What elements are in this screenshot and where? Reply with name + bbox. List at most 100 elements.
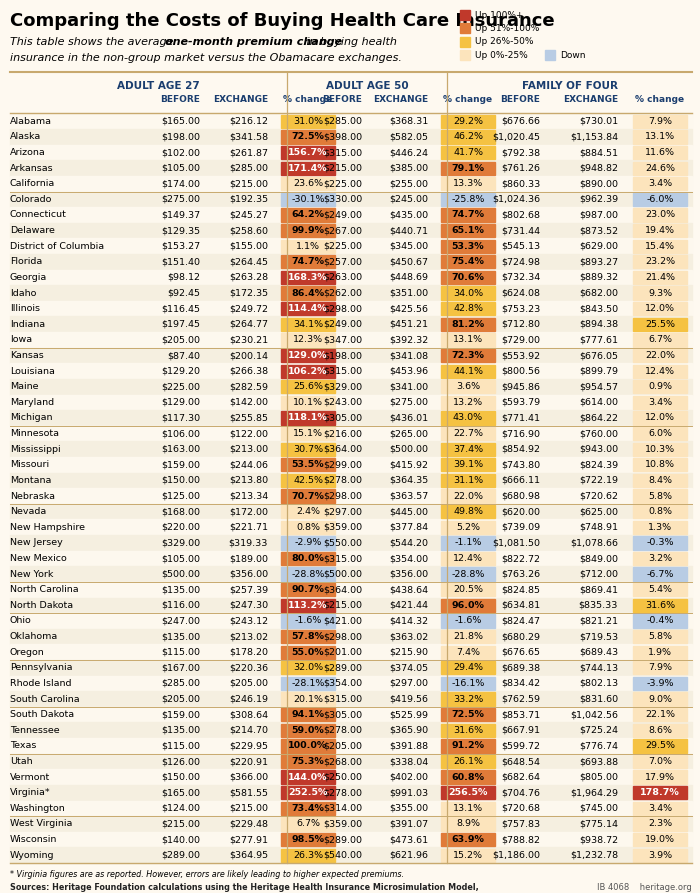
Text: -6.7%: -6.7%	[646, 570, 673, 579]
Text: $178.20: $178.20	[229, 647, 268, 656]
Text: Vermont: Vermont	[10, 772, 50, 781]
Text: $298.00: $298.00	[323, 491, 362, 501]
Text: 75.3%: 75.3%	[292, 757, 324, 766]
Text: 20.5%: 20.5%	[453, 585, 483, 594]
Bar	[633, 505, 687, 518]
Bar	[10, 722, 692, 739]
Text: $398.00: $398.00	[323, 132, 362, 141]
Bar	[10, 707, 692, 722]
Text: $500.00: $500.00	[323, 570, 362, 579]
Bar	[441, 723, 495, 737]
Text: $216.12: $216.12	[229, 117, 268, 126]
Text: $414.32: $414.32	[389, 616, 428, 625]
Text: 178.7%: 178.7%	[640, 789, 680, 797]
Text: $364.00: $364.00	[323, 585, 362, 594]
Text: 39.1%: 39.1%	[453, 460, 483, 470]
Bar	[633, 239, 687, 253]
Text: $853.71: $853.71	[501, 710, 540, 719]
Text: $991.03: $991.03	[389, 789, 428, 797]
Text: $364.00: $364.00	[323, 445, 362, 454]
Bar	[633, 380, 687, 394]
Text: $666.11: $666.11	[501, 476, 540, 485]
Text: $716.90: $716.90	[501, 430, 540, 438]
Bar	[10, 410, 692, 426]
Text: $419.56: $419.56	[389, 695, 428, 704]
Bar	[441, 162, 495, 175]
Text: in buying health: in buying health	[303, 37, 397, 47]
Text: 15.2%: 15.2%	[453, 851, 483, 860]
Text: $821.21: $821.21	[579, 616, 618, 625]
Bar	[281, 318, 335, 331]
Text: $247.00: $247.00	[161, 616, 200, 625]
Text: $351.00: $351.00	[389, 288, 428, 297]
Bar	[10, 316, 692, 332]
Bar	[633, 333, 687, 346]
Text: $473.61: $473.61	[389, 835, 428, 844]
Text: 21.4%: 21.4%	[645, 273, 675, 282]
Text: $213.02: $213.02	[229, 632, 268, 641]
Bar	[281, 661, 335, 674]
Bar	[441, 302, 495, 315]
Text: Comparing the Costs of Buying Health Care Insurance: Comparing the Costs of Buying Health Car…	[10, 12, 554, 30]
Text: 44.1%: 44.1%	[453, 367, 483, 376]
Text: Maine: Maine	[10, 382, 38, 391]
Text: 22.1%: 22.1%	[645, 710, 675, 719]
Text: 252.5%: 252.5%	[288, 789, 328, 797]
Text: $124.00: $124.00	[161, 804, 200, 813]
Text: $676.65: $676.65	[501, 647, 540, 656]
Text: 37.4%: 37.4%	[453, 445, 483, 454]
Text: $257.39: $257.39	[229, 585, 268, 594]
Text: insurance in the non-group market versus the Obamacare exchanges.: insurance in the non-group market versus…	[10, 54, 402, 63]
Text: -0.4%: -0.4%	[646, 616, 673, 625]
Text: $453.96: $453.96	[389, 367, 428, 376]
Text: $392.32: $392.32	[389, 336, 428, 345]
Text: $165.00: $165.00	[161, 117, 200, 126]
Bar	[10, 426, 692, 441]
Text: $757.83: $757.83	[501, 820, 540, 829]
Text: 5.2%: 5.2%	[456, 522, 480, 532]
Text: $945.86: $945.86	[501, 382, 540, 391]
Text: 11.6%: 11.6%	[645, 148, 675, 157]
Bar	[633, 474, 687, 487]
Text: $962.39: $962.39	[579, 195, 618, 204]
Bar	[441, 271, 495, 284]
Text: -30.1%: -30.1%	[291, 195, 325, 204]
Text: BEFORE: BEFORE	[322, 96, 362, 104]
Text: 7.9%: 7.9%	[648, 663, 672, 672]
Text: $267.00: $267.00	[323, 226, 362, 235]
Bar	[460, 37, 470, 47]
Text: $216.00: $216.00	[323, 430, 362, 438]
Bar	[10, 613, 692, 629]
Text: $289.00: $289.00	[161, 851, 200, 860]
Text: $385.00: $385.00	[389, 163, 428, 172]
Bar	[633, 771, 687, 784]
Text: FAMILY OF FOUR: FAMILY OF FOUR	[522, 81, 617, 91]
Text: $205.00: $205.00	[323, 741, 362, 750]
Text: $835.33: $835.33	[579, 601, 618, 610]
Text: 19.0%: 19.0%	[645, 835, 675, 844]
Text: $824.47: $824.47	[501, 616, 540, 625]
Text: $305.00: $305.00	[323, 413, 362, 422]
Text: $189.00: $189.00	[229, 554, 268, 563]
Text: $948.82: $948.82	[579, 163, 618, 172]
Text: 7.0%: 7.0%	[648, 757, 672, 766]
Text: $648.54: $648.54	[501, 757, 540, 766]
Bar	[10, 551, 692, 566]
Text: 12.0%: 12.0%	[645, 305, 675, 313]
Bar	[281, 130, 335, 144]
Text: 12.3%: 12.3%	[293, 336, 323, 345]
Text: $777.61: $777.61	[579, 336, 618, 345]
Bar	[281, 817, 335, 830]
Bar	[10, 254, 692, 270]
Text: Pennsylvania: Pennsylvania	[10, 663, 73, 672]
Text: -1.6%: -1.6%	[454, 616, 482, 625]
Bar	[10, 222, 692, 238]
Text: -16.1%: -16.1%	[452, 679, 484, 688]
Text: $275.00: $275.00	[389, 398, 428, 407]
Text: 3.4%: 3.4%	[648, 804, 672, 813]
Bar	[281, 412, 335, 424]
Text: $954.57: $954.57	[579, 382, 618, 391]
Text: $116.00: $116.00	[161, 601, 200, 610]
Text: Texas: Texas	[10, 741, 36, 750]
Text: $1,042.56: $1,042.56	[570, 710, 618, 719]
